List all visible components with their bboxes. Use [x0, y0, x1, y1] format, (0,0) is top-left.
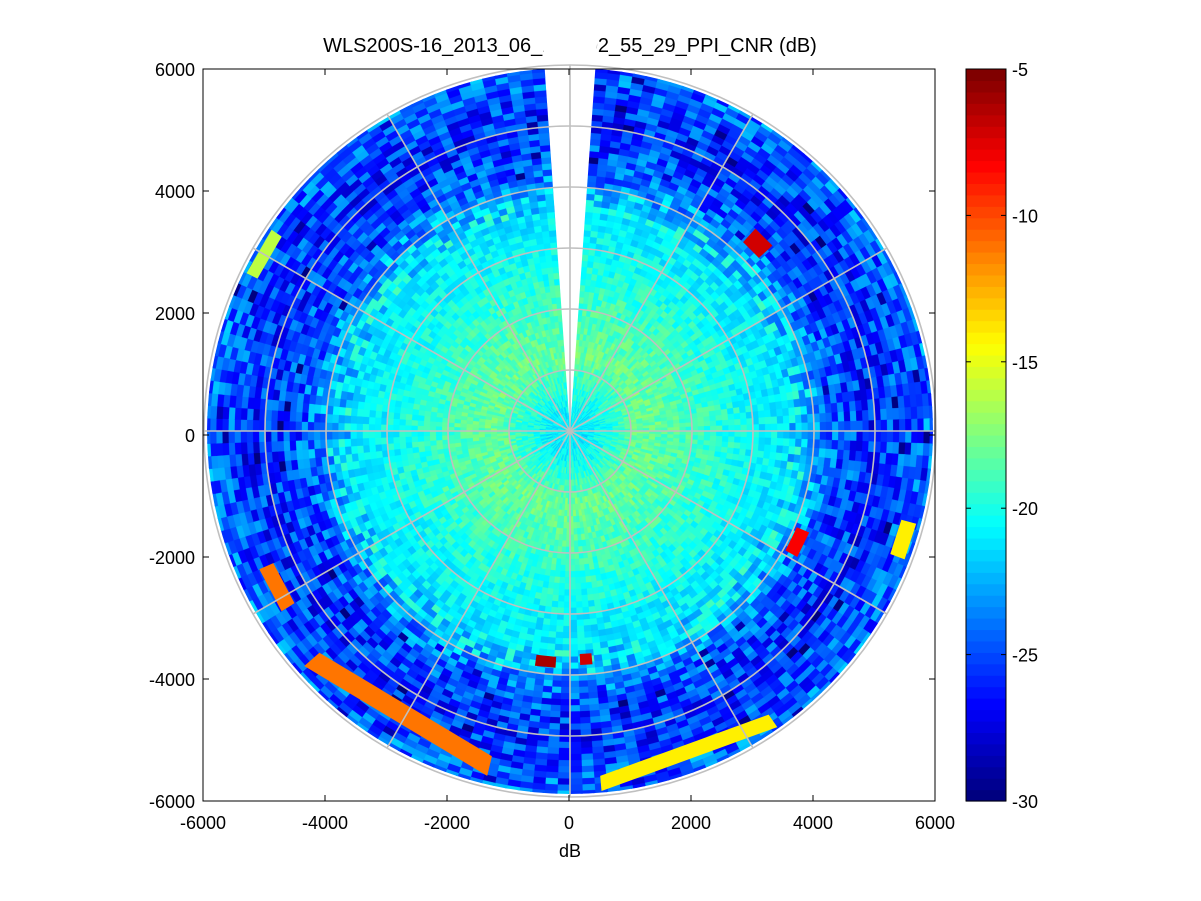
figure: WLS200S-16_2013_06_29__02_55_29_PPI_CNR … [149, 35, 1038, 861]
